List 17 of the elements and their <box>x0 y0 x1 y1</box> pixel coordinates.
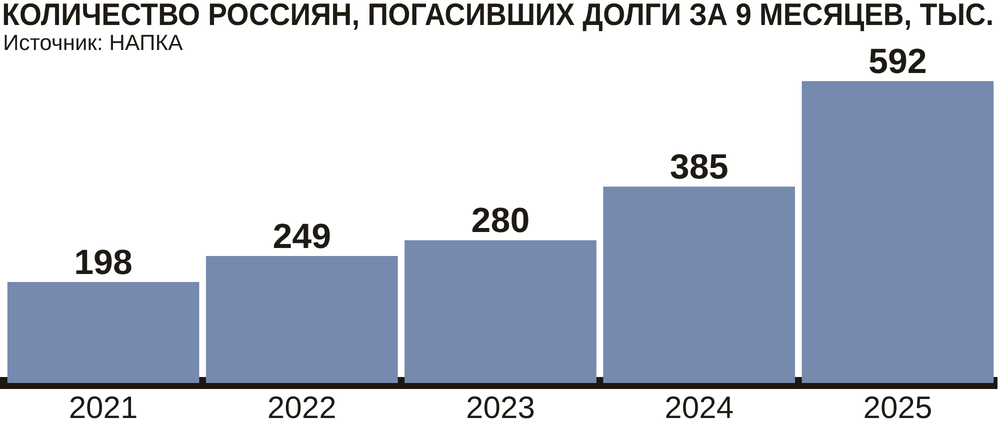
x-tick-label: 2024 <box>664 390 734 422</box>
x-tick-label: 2022 <box>267 390 336 422</box>
data-label: 249 <box>272 217 332 256</box>
text: Источник: НАПКА <box>3 30 183 56</box>
bar <box>603 186 796 383</box>
bar <box>802 81 994 383</box>
data-label: 385 <box>670 148 728 187</box>
x-tick-label: 2023 <box>466 390 535 422</box>
data-label: 592 <box>868 42 927 82</box>
x-tick-label: 2025 <box>863 390 932 422</box>
bar <box>206 256 398 383</box>
x-tick-label: 2021 <box>68 390 138 422</box>
bar <box>7 282 200 383</box>
chart-title: КОЛИЧЕСТВО РОССИЯН, ПОГАСИВШИХ ДОЛГИ ЗА 9 МЕСЯЦЕВ, ТЫС. <box>2 0 994 33</box>
data-label: 198 <box>74 243 133 282</box>
data-label: 280 <box>471 201 530 240</box>
bar <box>404 240 596 383</box>
